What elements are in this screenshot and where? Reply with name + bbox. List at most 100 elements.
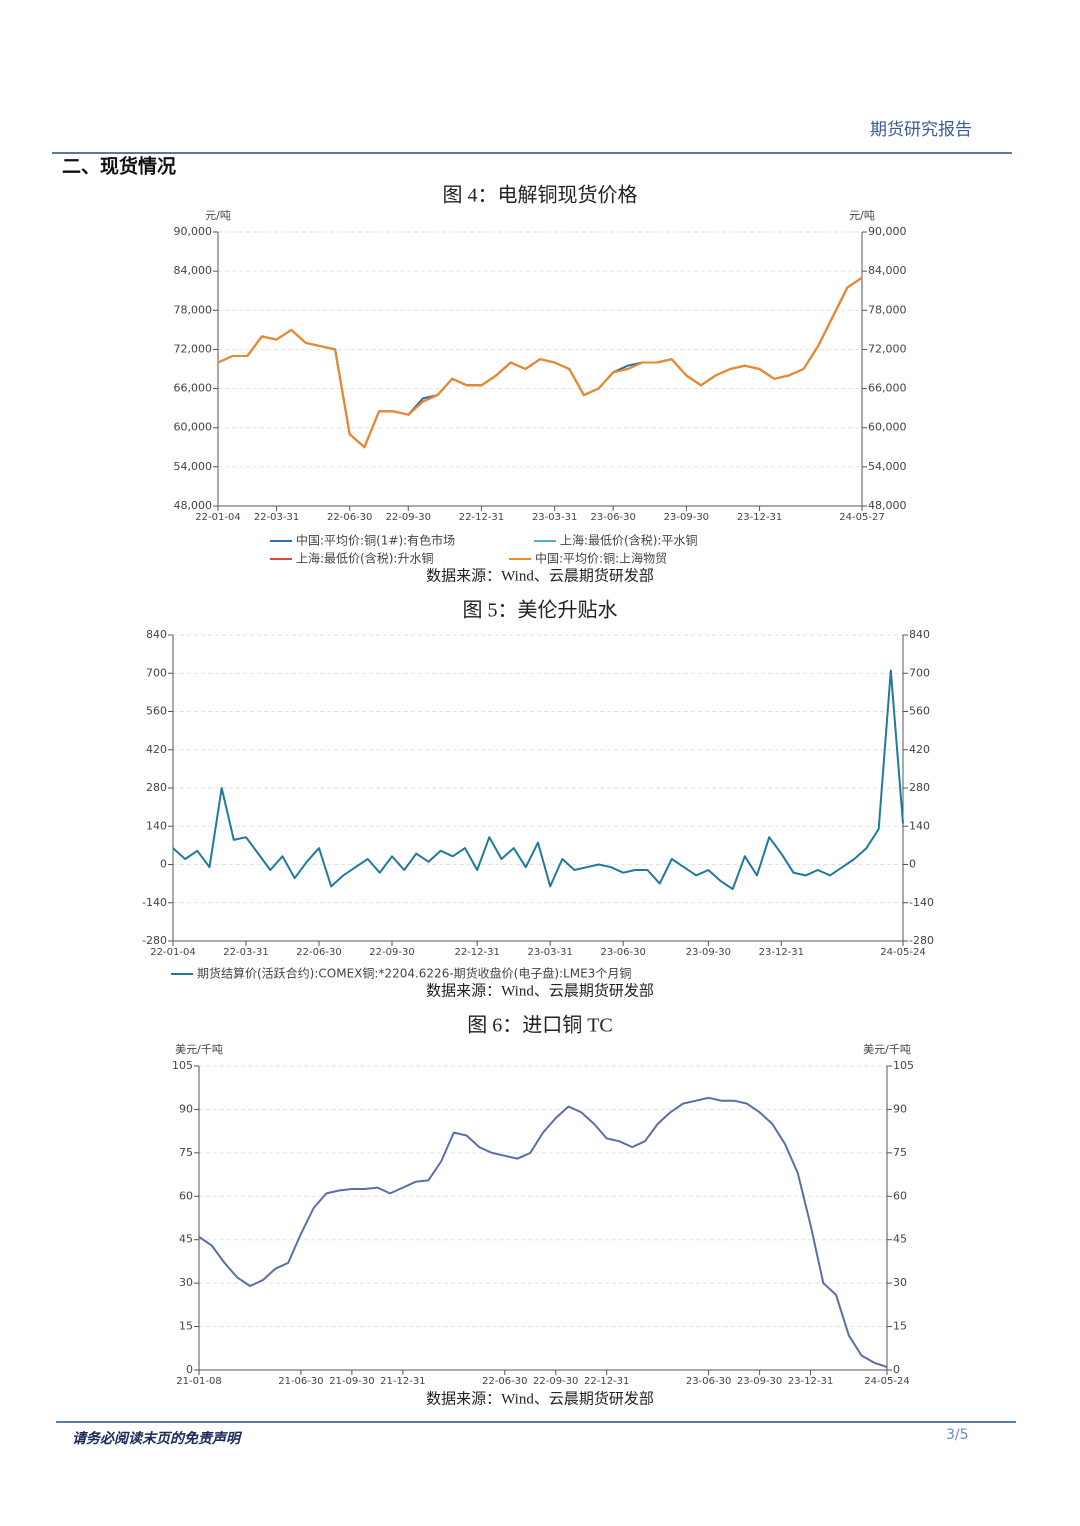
y2-tick-label: -280 — [909, 934, 934, 947]
y2-tick-label: 75 — [893, 1146, 907, 1159]
x-tick-label: 22-06-30 — [296, 947, 341, 958]
y2-tick-label: 420 — [909, 743, 930, 756]
y-tick-label: 54,000 — [174, 460, 213, 473]
y2-tick-label: 54,000 — [868, 460, 907, 473]
x-tick-label: 22-06-30 — [482, 1376, 527, 1387]
y2-tick-label: 60,000 — [868, 421, 907, 434]
y-tick-label: 90 — [179, 1102, 193, 1115]
y2-tick-label: 48,000 — [868, 499, 907, 512]
x-tick-label: 22-03-31 — [223, 947, 268, 958]
y-tick-label: 48,000 — [174, 499, 213, 512]
x-tick-label: 21-01-08 — [176, 1376, 221, 1387]
x-tick-label: 23-03-31 — [527, 947, 572, 958]
x-tick-label: 23-06-30 — [600, 947, 645, 958]
legend-label: 上海:最低价(含税):升水铜 — [296, 551, 433, 566]
y-tick-label: 140 — [146, 819, 167, 832]
y2-tick-label: 0 — [893, 1363, 900, 1376]
x-tick-label: 22-09-30 — [386, 512, 431, 523]
y2-tick-label: 140 — [909, 819, 930, 832]
y-tick-label: 30 — [179, 1276, 193, 1289]
chart-source: 数据来源：Wind、云晨期货研发部 — [426, 1390, 654, 1407]
x-tick-label: 22-12-31 — [584, 1376, 629, 1387]
y-tick-label: 60 — [179, 1189, 193, 1202]
y-tick-label: 0 — [160, 858, 167, 871]
y-tick-label: 75 — [179, 1146, 193, 1159]
x-tick-label: 22-09-30 — [369, 947, 414, 958]
y-tick-label: 72,000 — [174, 342, 213, 355]
x-tick-label: 21-09-30 — [329, 1376, 374, 1387]
x-tick-label: 22-06-30 — [327, 512, 372, 523]
y-tick-label: 280 — [146, 781, 167, 794]
legend-label: 期货结算价(活跃合约):COMEX铜:*2204.6226-期货收盘价(电子盘)… — [197, 966, 631, 981]
y-tick-label: 105 — [172, 1059, 193, 1072]
chart-title: 图 4：电解铜现货价格 — [443, 184, 638, 207]
x-tick-label: 22-01-04 — [150, 947, 195, 958]
y2-tick-label: 0 — [909, 858, 916, 871]
x-tick-label: 23-09-30 — [737, 1376, 782, 1387]
series-line — [217, 276, 863, 449]
y-tick-label: 15 — [179, 1320, 193, 1333]
y2-tick-label: -140 — [909, 896, 934, 909]
y-tick-label: 560 — [146, 705, 167, 718]
y2-tick-label: 60 — [893, 1189, 907, 1202]
x-tick-label: 24-05-24 — [880, 947, 925, 958]
series-line — [198, 1096, 888, 1369]
y-tick-label: 700 — [146, 666, 167, 679]
x-tick-label: 23-12-31 — [788, 1376, 833, 1387]
x-tick-label: 22-03-31 — [254, 512, 299, 523]
y-tick-label: 84,000 — [174, 264, 213, 277]
legend-label: 中国:平均价:铜:上海物贸 — [535, 551, 667, 566]
y2-tick-label: 90 — [893, 1102, 907, 1115]
y-tick-label: 840 — [146, 628, 167, 641]
y2-tick-label: 15 — [893, 1320, 907, 1333]
y-unit: 美元/千吨 — [175, 1043, 223, 1056]
x-tick-label: 23-12-31 — [759, 947, 804, 958]
y2-tick-label: 280 — [909, 781, 930, 794]
x-tick-label: 22-01-04 — [195, 512, 240, 523]
x-tick-label: 22-12-31 — [459, 512, 504, 523]
y-tick-label: -140 — [142, 896, 167, 909]
y2-tick-label: 84,000 — [868, 264, 907, 277]
chart-source: 数据来源：Wind、云晨期货研发部 — [426, 567, 654, 584]
x-tick-label: 23-06-30 — [686, 1376, 731, 1387]
y2-unit: 元/吨 — [849, 209, 875, 222]
x-tick-label: 22-12-31 — [454, 947, 499, 958]
series-line — [217, 276, 863, 449]
series-line — [172, 669, 904, 891]
x-tick-label: 24-05-24 — [864, 1376, 909, 1387]
y-tick-label: -280 — [142, 934, 167, 947]
section-title: 二、现货情况 — [62, 154, 176, 177]
legend-label: 上海:最低价(含税):平水铜 — [560, 533, 697, 548]
chart-title: 图 5：美伦升贴水 — [463, 599, 618, 622]
y-tick-label: 420 — [146, 743, 167, 756]
chart-source: 数据来源：Wind、云晨期货研发部 — [426, 982, 654, 999]
footer-disclaimer: 请务必阅读末页的免责声明 — [72, 1430, 243, 1447]
header-title: 期货研究报告 — [870, 120, 972, 139]
page-number: 3/5 — [946, 1427, 969, 1443]
y2-tick-label: 700 — [909, 666, 930, 679]
y2-tick-label: 560 — [909, 705, 930, 718]
x-tick-label: 21-06-30 — [278, 1376, 323, 1387]
y-tick-label: 0 — [186, 1363, 193, 1376]
y2-tick-label: 105 — [893, 1059, 914, 1072]
x-tick-label: 21-12-31 — [380, 1376, 425, 1387]
x-tick-label: 24-05-27 — [839, 512, 884, 523]
y2-tick-label: 66,000 — [868, 382, 907, 395]
legend-label: 中国:平均价:铜(1#):有色市场 — [296, 533, 455, 548]
y-tick-label: 45 — [179, 1233, 193, 1246]
x-tick-label: 23-12-31 — [737, 512, 782, 523]
y2-unit: 美元/千吨 — [863, 1043, 911, 1056]
x-tick-label: 22-09-30 — [533, 1376, 578, 1387]
series-line — [217, 276, 863, 449]
y-tick-label: 78,000 — [174, 303, 213, 316]
series-line — [217, 276, 863, 449]
y2-tick-label: 45 — [893, 1233, 907, 1246]
chart-title: 图 6：进口铜 TC — [467, 1014, 613, 1037]
x-tick-label: 23-03-31 — [532, 512, 577, 523]
y-tick-label: 90,000 — [174, 225, 213, 238]
y-tick-label: 66,000 — [174, 382, 213, 395]
y-unit: 元/吨 — [205, 209, 231, 222]
x-tick-label: 23-06-30 — [590, 512, 635, 523]
y2-tick-label: 72,000 — [868, 342, 907, 355]
